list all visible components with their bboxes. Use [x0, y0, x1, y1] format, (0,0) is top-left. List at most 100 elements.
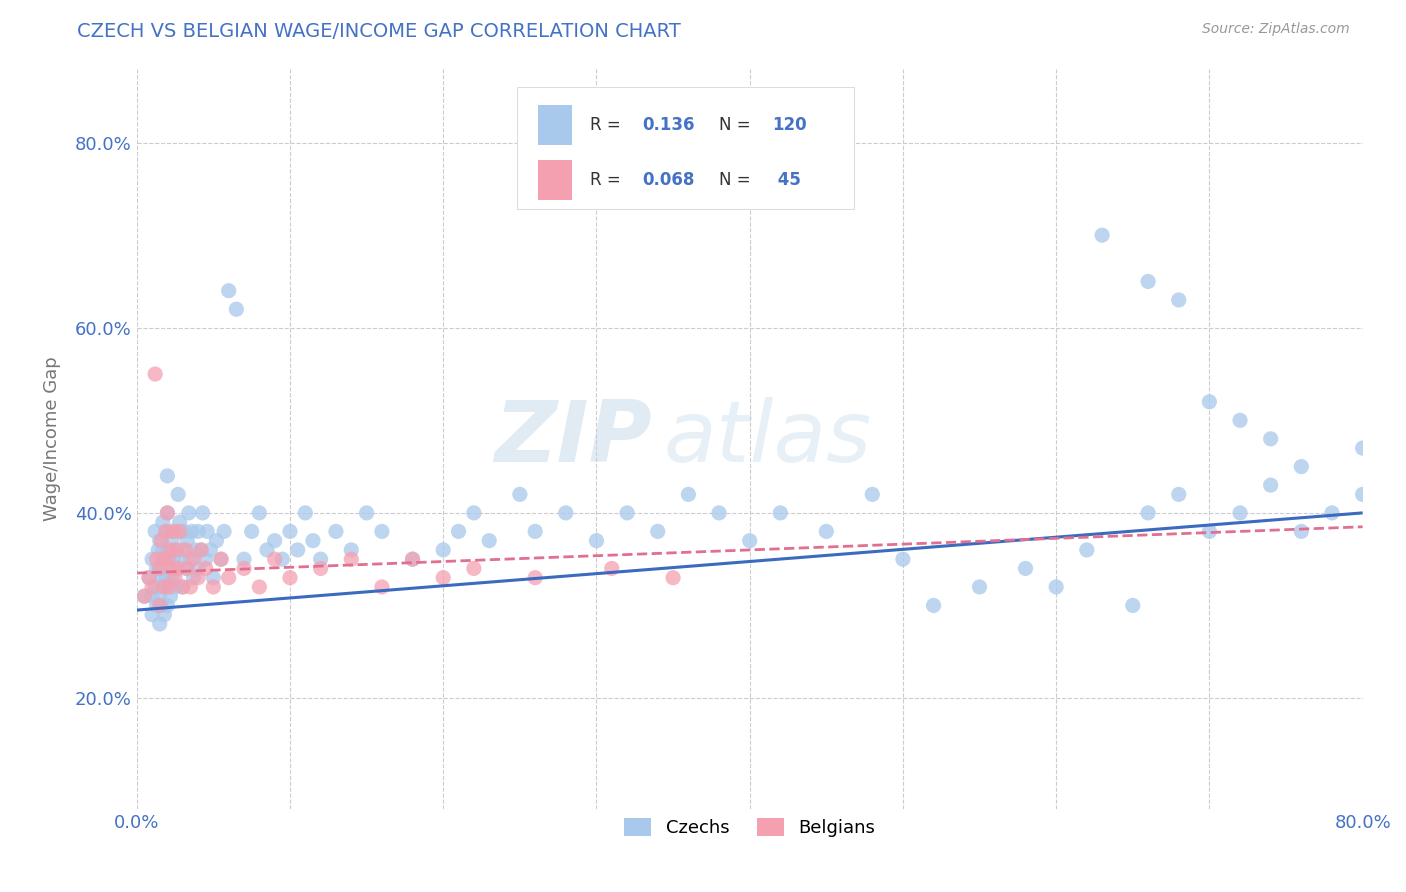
- Point: [287, 543, 309, 558]
- Point: [145, 599, 167, 613]
- Point: [278, 524, 301, 539]
- Point: [1167, 293, 1189, 307]
- Point: [616, 506, 638, 520]
- Point: [371, 524, 394, 539]
- Point: [205, 533, 228, 548]
- Point: [401, 552, 423, 566]
- Point: [1229, 413, 1251, 427]
- Point: [371, 580, 394, 594]
- Point: [194, 561, 217, 575]
- Point: [187, 561, 209, 575]
- Point: [152, 515, 174, 529]
- Point: [183, 552, 205, 566]
- Point: [202, 580, 225, 594]
- Point: [1014, 561, 1036, 575]
- Point: [1198, 394, 1220, 409]
- Point: [183, 571, 205, 585]
- Point: [141, 580, 163, 594]
- Point: [401, 552, 423, 566]
- Point: [157, 580, 180, 594]
- Point: [149, 561, 172, 575]
- Point: [187, 571, 209, 585]
- Point: [247, 506, 270, 520]
- Point: [191, 506, 214, 520]
- Point: [149, 589, 172, 603]
- Text: 0.136: 0.136: [641, 116, 695, 134]
- Point: [180, 524, 202, 539]
- Point: [167, 561, 190, 575]
- Point: [247, 580, 270, 594]
- Point: [145, 552, 167, 566]
- Point: [647, 524, 669, 539]
- Point: [1320, 506, 1343, 520]
- Point: [678, 487, 700, 501]
- Point: [769, 506, 792, 520]
- Point: [172, 543, 194, 558]
- Point: [463, 561, 485, 575]
- Point: [240, 524, 263, 539]
- Point: [152, 543, 174, 558]
- Point: [172, 580, 194, 594]
- Point: [1167, 487, 1189, 501]
- Point: [155, 524, 177, 539]
- Point: [1229, 506, 1251, 520]
- Point: [1351, 487, 1374, 501]
- Point: [233, 552, 256, 566]
- Point: [1351, 441, 1374, 455]
- Point: [162, 552, 184, 566]
- Point: [153, 607, 176, 622]
- Point: [263, 552, 285, 566]
- Point: [179, 580, 201, 594]
- Point: [271, 552, 294, 566]
- Point: [294, 506, 316, 520]
- Point: [166, 561, 188, 575]
- Point: [325, 524, 347, 539]
- Point: [209, 552, 232, 566]
- Point: [152, 580, 174, 594]
- Point: [200, 543, 222, 558]
- Point: [447, 524, 470, 539]
- Point: [166, 543, 188, 558]
- Point: [150, 533, 173, 548]
- Point: [149, 599, 172, 613]
- Point: [179, 552, 201, 566]
- Point: [159, 589, 181, 603]
- Point: [195, 524, 218, 539]
- Point: [134, 589, 156, 603]
- Point: [165, 580, 187, 594]
- Point: [156, 599, 179, 613]
- Text: N =: N =: [718, 116, 756, 134]
- Point: [156, 468, 179, 483]
- Point: [165, 543, 187, 558]
- Point: [176, 533, 198, 548]
- Point: [209, 552, 232, 566]
- Point: [478, 533, 501, 548]
- Text: 45: 45: [772, 171, 800, 189]
- Point: [167, 524, 190, 539]
- Point: [149, 533, 172, 548]
- Point: [157, 552, 180, 566]
- Point: [143, 580, 166, 594]
- Point: [184, 543, 207, 558]
- Point: [134, 589, 156, 603]
- Point: [159, 561, 181, 575]
- Text: CZECH VS BELGIAN WAGE/INCOME GAP CORRELATION CHART: CZECH VS BELGIAN WAGE/INCOME GAP CORRELA…: [77, 22, 681, 41]
- Point: [922, 599, 945, 613]
- Point: [463, 506, 485, 520]
- Point: [190, 543, 212, 558]
- Point: [1198, 524, 1220, 539]
- Point: [1091, 228, 1114, 243]
- Point: [1260, 478, 1282, 492]
- Point: [585, 533, 607, 548]
- Text: N =: N =: [718, 171, 756, 189]
- Point: [340, 552, 363, 566]
- Point: [662, 571, 685, 585]
- Text: R =: R =: [591, 171, 626, 189]
- Point: [156, 543, 179, 558]
- Point: [187, 524, 209, 539]
- Point: [190, 543, 212, 558]
- Legend: Czechs, Belgians: Czechs, Belgians: [617, 811, 882, 845]
- Point: [309, 552, 332, 566]
- Point: [156, 506, 179, 520]
- Point: [157, 580, 180, 594]
